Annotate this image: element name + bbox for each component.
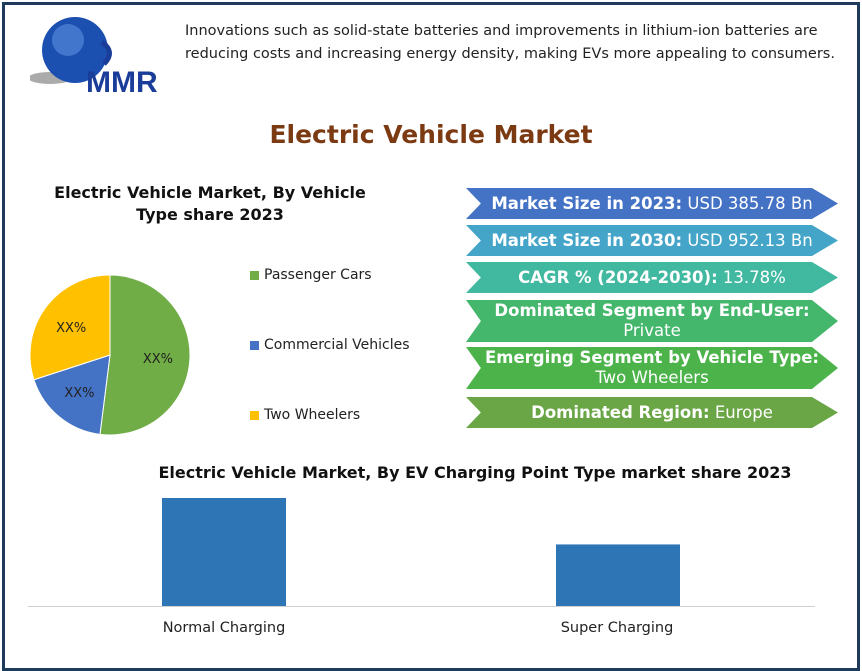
highlight-label: CAGR % (2024-2030): [518, 267, 718, 287]
page-title: Electric Vehicle Market [269, 120, 593, 149]
legend-swatch [250, 270, 259, 280]
highlight-value: Two Wheelers [595, 368, 709, 387]
pie-chart-title: Electric Vehicle Market, By Vehicle Type… [54, 183, 366, 224]
pie-data-label: XX% [56, 321, 86, 336]
legend-label: Passenger Cars [264, 267, 372, 283]
pie-slice-two-wheelers [29, 274, 111, 381]
highlight-value: Europe [714, 402, 773, 422]
legend-two-wheelers: Two Wheelers [250, 407, 360, 423]
bar-normal-charging [162, 498, 286, 606]
bar-super-charging [556, 544, 680, 606]
bar-chart-title: Electric Vehicle Market, By EV Charging … [158, 463, 792, 482]
intro-text: Innovations such as solid-state batterie… [185, 23, 835, 62]
x-tick-normal-charging: Normal Charging [162, 620, 286, 636]
svg-text:MMR: MMR [86, 66, 158, 99]
legend-swatch [250, 340, 259, 350]
highlight-value: USD 952.13 Bn [687, 230, 813, 250]
x-tick-super-charging: Super Charging [560, 620, 674, 636]
highlight-banner: Market Size in 2023: USD 385.78 Bn [466, 188, 838, 219]
highlight-label: Dominated Region: [531, 402, 710, 422]
highlight-value: Private [623, 321, 681, 340]
highlight-banner: Dominated Region: Europe [466, 397, 838, 428]
pie-data-label: XX% [64, 386, 94, 401]
legend-label: Commercial Vehicles [264, 337, 410, 353]
legend-label: Two Wheelers [264, 407, 361, 423]
highlight-value: 13.78% [722, 267, 786, 287]
highlight-label: Emerging Segment by Vehicle Type: [484, 348, 819, 367]
pie-slice-commercial-vehicles [33, 354, 111, 435]
pie-slice-passenger-cars [99, 274, 191, 436]
legend-commercial-vehicles: Commercial Vehicles [250, 337, 410, 353]
highlight-banner: Dominated Segment by End-User: Private [466, 300, 838, 342]
highlight-label: Market Size in 2023: [491, 193, 683, 213]
legend-swatch [250, 410, 259, 420]
pie-data-label: XX% [143, 352, 173, 367]
highlight-label: Market Size in 2030: [491, 230, 683, 250]
highlight-banner: Market Size in 2030: USD 952.13 Bn [466, 225, 838, 256]
legend-passenger-cars: Passenger Cars [250, 267, 372, 283]
highlight-banner: Emerging Segment by Vehicle Type: Two Whe… [466, 347, 838, 389]
mmr-logo: MMR [30, 17, 158, 99]
highlight-label: Dominated Segment by End-User: [494, 301, 810, 320]
highlight-banner: CAGR % (2024-2030): 13.78% [466, 262, 838, 293]
highlight-value: USD 385.78 Bn [687, 193, 813, 213]
